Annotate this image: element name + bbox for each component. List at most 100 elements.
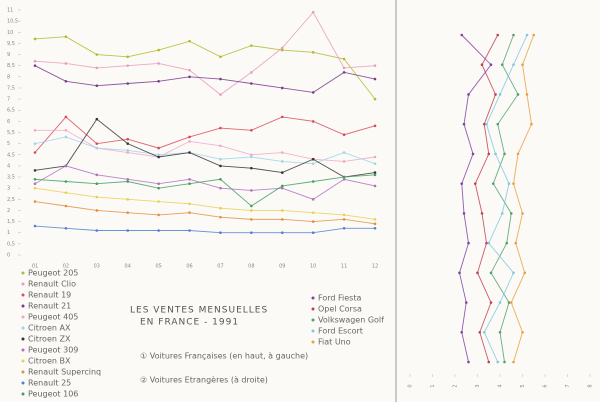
- legend-marker: [21, 293, 25, 297]
- data-point: [485, 122, 488, 126]
- series-line: [490, 34, 519, 363]
- data-point: [157, 48, 160, 52]
- data-point: [512, 33, 515, 37]
- data-point: [373, 218, 377, 221]
- data-point: [373, 173, 377, 177]
- legend-label: Peugeot 405: [28, 313, 78, 322]
- data-point: [95, 182, 99, 186]
- data-point: [311, 120, 315, 123]
- data-point: [530, 122, 533, 126]
- data-point: [311, 211, 315, 214]
- x-tick-label: 1: [430, 384, 436, 387]
- data-point: [373, 184, 377, 188]
- data-point: [126, 151, 130, 154]
- data-point: [280, 231, 284, 235]
- data-point: [188, 68, 191, 72]
- data-point: [498, 93, 502, 96]
- legend-label: Volkswagen Golf: [318, 316, 384, 325]
- data-point: [532, 33, 536, 37]
- data-point: [188, 75, 191, 79]
- data-point: [157, 186, 160, 190]
- data-point: [311, 51, 315, 54]
- data-point: [487, 241, 491, 245]
- data-point: [280, 171, 284, 174]
- legend-label: Renault 21: [28, 302, 71, 311]
- data-point: [64, 164, 68, 168]
- data-point: [373, 162, 377, 165]
- data-point: [33, 151, 37, 154]
- y-tick-label: 8,5: [7, 63, 15, 69]
- x-tick-label: 04: [125, 264, 131, 270]
- data-point: [512, 63, 515, 67]
- data-point: [157, 155, 160, 159]
- series-line: [510, 34, 535, 363]
- data-point: [126, 142, 130, 145]
- data-point: [188, 151, 191, 154]
- data-point: [507, 301, 511, 304]
- legend-marker: [21, 315, 25, 319]
- chart-title: LES VENTES MENSUELLES: [130, 306, 268, 316]
- data-point: [494, 93, 497, 96]
- data-point: [311, 91, 315, 94]
- data-point: [280, 46, 284, 50]
- x-tick-label: 03: [94, 264, 100, 270]
- data-point: [489, 301, 493, 304]
- data-point: [280, 186, 284, 190]
- data-point: [250, 82, 253, 85]
- data-point: [373, 226, 377, 230]
- data-point: [219, 177, 222, 181]
- legend-marker: [21, 381, 25, 385]
- data-point: [95, 229, 99, 232]
- data-point: [250, 209, 253, 212]
- data-point: [471, 152, 475, 156]
- y-tick-label: 0: [7, 253, 10, 259]
- data-point: [478, 330, 482, 334]
- data-point: [64, 191, 68, 194]
- data-point: [373, 124, 377, 128]
- data-point: [342, 57, 346, 61]
- data-point: [126, 64, 130, 67]
- data-point: [505, 241, 509, 245]
- y-tick-label: 9: [7, 52, 10, 58]
- y-tick-label: 4,5: [7, 152, 15, 158]
- y-tick-label: 7: [7, 97, 10, 103]
- data-point: [512, 182, 515, 185]
- data-point: [250, 218, 253, 221]
- data-point: [512, 271, 515, 275]
- y-tick-label: 6: [7, 119, 10, 125]
- data-point: [219, 186, 222, 190]
- data-point: [342, 218, 346, 221]
- data-point: [342, 160, 346, 163]
- data-point: [311, 157, 315, 161]
- data-point: [280, 218, 284, 221]
- data-point: [280, 151, 284, 154]
- data-point: [157, 213, 160, 217]
- data-point: [188, 177, 191, 181]
- data-point: [33, 59, 37, 63]
- series-line: [34, 225, 375, 234]
- series-line: [34, 11, 376, 96]
- data-point: [342, 151, 346, 154]
- data-point: [126, 82, 130, 85]
- y-tick-label: 5: [7, 141, 10, 147]
- data-point: [219, 206, 222, 210]
- data-point: [126, 149, 130, 152]
- legend-label: Peugeot 309: [28, 346, 78, 355]
- data-point: [33, 200, 37, 203]
- data-point: [188, 182, 191, 186]
- annotation: ② Voitures Etrangères (à droite): [140, 375, 268, 385]
- data-point: [64, 115, 68, 119]
- series-line: [34, 36, 376, 100]
- data-point: [467, 360, 470, 364]
- data-point: [373, 155, 377, 159]
- data-point: [219, 55, 222, 59]
- x-tick-label: 0: [408, 384, 414, 387]
- data-point: [311, 180, 315, 183]
- data-point: [507, 182, 511, 185]
- data-point: [188, 135, 191, 139]
- data-point: [250, 204, 253, 208]
- y-tick-label: 5,5: [7, 130, 15, 136]
- y-tick-label: 10: [7, 30, 13, 36]
- data-point: [33, 142, 37, 145]
- data-point: [489, 63, 493, 67]
